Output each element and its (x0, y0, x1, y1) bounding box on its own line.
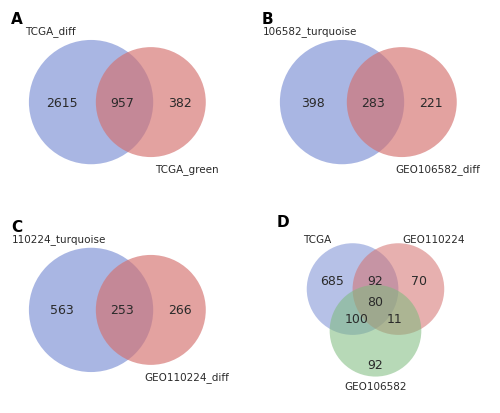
Text: GEO106582_diff: GEO106582_diff (395, 164, 480, 175)
Text: 563: 563 (50, 304, 74, 317)
Text: C: C (11, 220, 22, 235)
Text: 110224_turquoise: 110224_turquoise (12, 233, 106, 244)
Text: 957: 957 (110, 96, 134, 109)
Circle shape (96, 48, 206, 158)
Text: B: B (262, 12, 274, 27)
Text: TCGA_diff: TCGA_diff (25, 26, 76, 37)
Text: 92: 92 (368, 275, 384, 287)
Circle shape (96, 255, 206, 365)
Text: 70: 70 (411, 275, 427, 287)
Text: 382: 382 (168, 96, 192, 109)
Text: 100: 100 (345, 312, 368, 325)
Text: 266: 266 (168, 304, 192, 317)
Text: GEO110224: GEO110224 (402, 235, 465, 244)
Circle shape (347, 48, 457, 158)
Text: 11: 11 (386, 312, 402, 325)
Text: 2615: 2615 (46, 96, 78, 109)
Text: 253: 253 (110, 304, 134, 317)
Text: GEO106582: GEO106582 (344, 381, 406, 391)
Text: 92: 92 (368, 358, 384, 371)
Circle shape (280, 41, 404, 165)
Text: A: A (11, 12, 22, 27)
Text: D: D (276, 214, 289, 230)
Circle shape (306, 244, 398, 335)
Text: 80: 80 (368, 295, 384, 309)
Text: 685: 685 (320, 275, 344, 287)
Circle shape (29, 248, 153, 372)
Text: 221: 221 (418, 96, 442, 109)
Text: 106582_turquoise: 106582_turquoise (262, 26, 357, 37)
Text: TCGA_green: TCGA_green (155, 164, 218, 175)
Text: 398: 398 (302, 96, 325, 109)
Circle shape (29, 41, 153, 165)
Circle shape (330, 285, 422, 377)
Circle shape (352, 244, 444, 335)
Text: GEO110224_diff: GEO110224_diff (144, 371, 229, 382)
Text: TCGA: TCGA (303, 235, 332, 244)
Text: 283: 283 (361, 96, 385, 109)
